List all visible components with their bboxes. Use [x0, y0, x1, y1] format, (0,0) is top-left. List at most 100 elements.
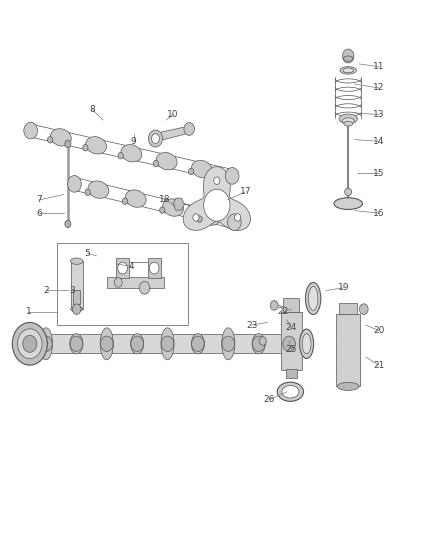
Ellipse shape — [302, 334, 311, 354]
Ellipse shape — [88, 181, 109, 198]
Text: 26: 26 — [264, 395, 275, 404]
Circle shape — [343, 49, 354, 63]
Circle shape — [24, 122, 38, 139]
Text: 9: 9 — [131, 137, 137, 146]
Ellipse shape — [252, 334, 265, 354]
Ellipse shape — [71, 258, 83, 264]
Bar — [336, 314, 360, 386]
Circle shape — [114, 278, 122, 287]
Bar — [107, 277, 164, 288]
Ellipse shape — [283, 328, 296, 360]
Ellipse shape — [162, 199, 184, 216]
Ellipse shape — [342, 118, 354, 124]
Ellipse shape — [300, 329, 314, 358]
Text: 20: 20 — [373, 326, 385, 335]
Circle shape — [225, 167, 239, 184]
Polygon shape — [183, 167, 251, 230]
Circle shape — [139, 281, 150, 294]
Circle shape — [83, 144, 88, 151]
Text: 25: 25 — [286, 345, 297, 353]
Text: 2: 2 — [43, 286, 49, 295]
Ellipse shape — [161, 328, 174, 360]
Text: 1: 1 — [25, 308, 32, 316]
Ellipse shape — [121, 144, 142, 162]
Circle shape — [122, 198, 127, 204]
Ellipse shape — [156, 152, 177, 170]
Circle shape — [12, 322, 47, 365]
Text: 7: 7 — [36, 196, 42, 204]
Text: 10: 10 — [167, 110, 179, 119]
Ellipse shape — [282, 385, 299, 398]
Polygon shape — [151, 125, 193, 143]
Circle shape — [235, 214, 241, 221]
Circle shape — [152, 134, 159, 143]
Circle shape — [270, 301, 278, 310]
Circle shape — [40, 336, 52, 351]
Ellipse shape — [71, 306, 83, 312]
Ellipse shape — [343, 68, 353, 73]
Text: 11: 11 — [373, 62, 385, 71]
Circle shape — [148, 130, 162, 147]
Bar — [283, 298, 299, 312]
Ellipse shape — [131, 334, 144, 354]
Circle shape — [47, 136, 53, 143]
Circle shape — [222, 336, 235, 351]
Ellipse shape — [344, 122, 353, 126]
Ellipse shape — [337, 383, 359, 390]
Text: 17: 17 — [240, 188, 251, 196]
Text: 14: 14 — [373, 137, 385, 146]
Bar — [39, 334, 307, 353]
Text: 8: 8 — [89, 105, 95, 114]
Ellipse shape — [39, 328, 53, 360]
Circle shape — [197, 216, 202, 222]
Circle shape — [72, 304, 81, 314]
Circle shape — [252, 336, 265, 351]
Ellipse shape — [125, 190, 146, 207]
Circle shape — [259, 337, 266, 345]
Circle shape — [204, 189, 230, 221]
Circle shape — [184, 123, 194, 135]
Ellipse shape — [222, 328, 235, 360]
Ellipse shape — [305, 282, 321, 314]
Ellipse shape — [191, 334, 205, 354]
Ellipse shape — [339, 114, 357, 124]
Ellipse shape — [345, 188, 352, 196]
Ellipse shape — [149, 262, 159, 274]
Circle shape — [23, 335, 37, 352]
Text: 22: 22 — [277, 308, 288, 316]
Circle shape — [70, 336, 83, 351]
Ellipse shape — [277, 382, 304, 401]
Text: 15: 15 — [373, 169, 385, 177]
Circle shape — [191, 336, 204, 351]
Circle shape — [214, 177, 220, 184]
Polygon shape — [173, 198, 184, 210]
Circle shape — [283, 336, 295, 351]
Text: 13: 13 — [373, 110, 385, 119]
Bar — [73, 290, 80, 304]
Ellipse shape — [118, 262, 127, 274]
Circle shape — [193, 214, 199, 221]
Text: 16: 16 — [373, 209, 385, 217]
Bar — [116, 258, 129, 278]
Ellipse shape — [86, 136, 106, 154]
Text: 3: 3 — [69, 286, 75, 295]
Text: 21: 21 — [373, 361, 385, 369]
Text: 18: 18 — [159, 196, 170, 204]
Circle shape — [160, 207, 165, 213]
Text: 12: 12 — [373, 84, 385, 92]
Text: 24: 24 — [286, 324, 297, 332]
Text: 5: 5 — [85, 249, 91, 257]
Text: 4: 4 — [129, 262, 134, 271]
Ellipse shape — [200, 208, 221, 225]
Circle shape — [227, 214, 241, 231]
Ellipse shape — [308, 287, 318, 310]
Circle shape — [100, 336, 113, 351]
Circle shape — [188, 168, 194, 175]
Ellipse shape — [334, 198, 363, 209]
Text: 23: 23 — [246, 321, 258, 329]
Ellipse shape — [191, 160, 212, 178]
Bar — [286, 369, 297, 378]
Circle shape — [67, 175, 81, 192]
Text: 19: 19 — [338, 284, 350, 292]
Circle shape — [131, 336, 144, 351]
